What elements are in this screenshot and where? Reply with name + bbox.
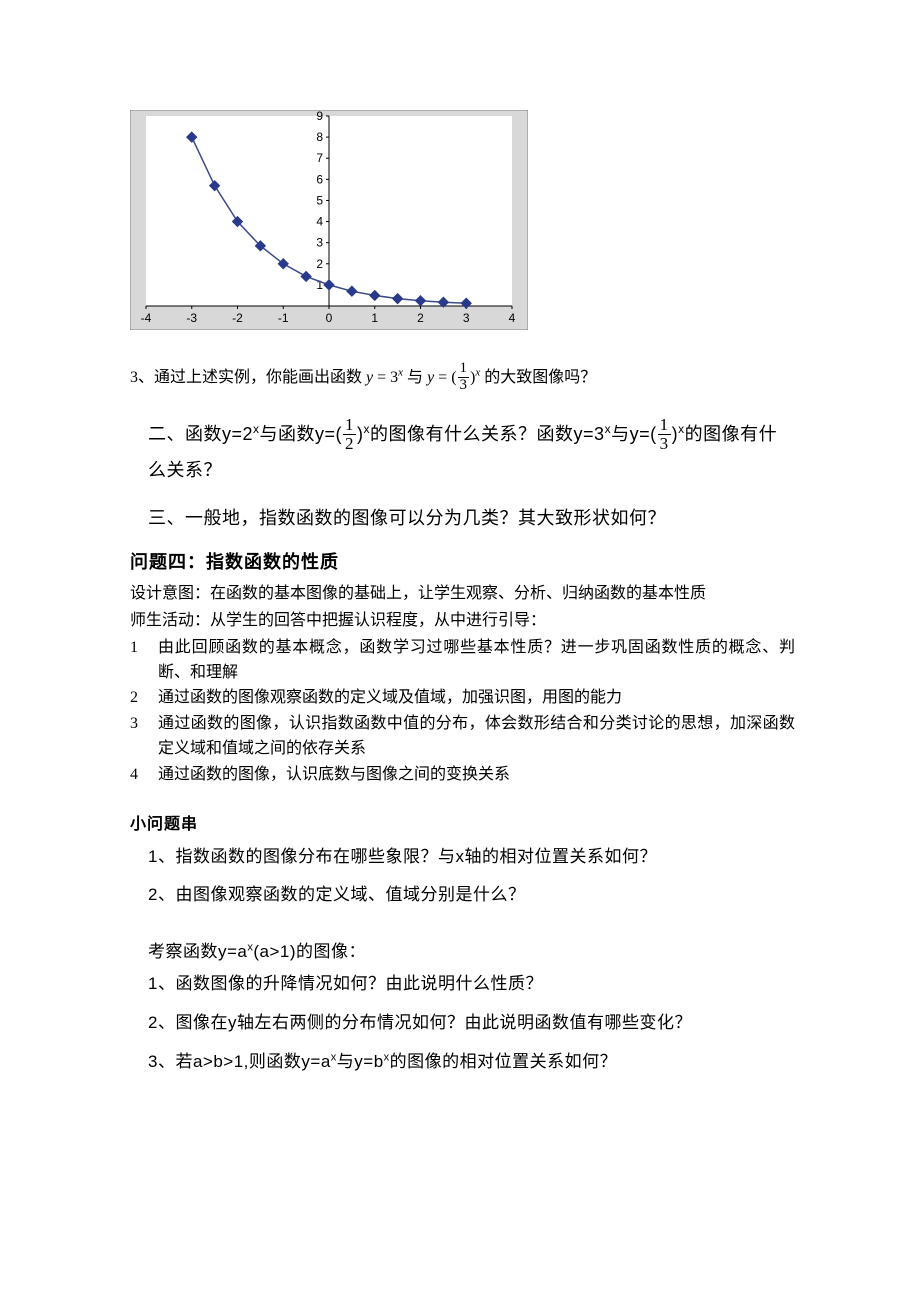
ex-p1: 考察函数y=a bbox=[148, 942, 247, 961]
question-4-title: 问题四：指数函数的性质 bbox=[130, 548, 795, 574]
list-idx: 4 bbox=[130, 763, 158, 788]
q3-eq2: = ( bbox=[434, 369, 456, 386]
examine-line: 考察函数y=ax(a>1)的图像： bbox=[148, 937, 795, 968]
list-idx: 3 bbox=[130, 712, 158, 737]
q3-fraction: 13 bbox=[457, 361, 471, 394]
q3-text: 3、通过上述实例，你能画出函数 bbox=[130, 369, 366, 386]
svg-text:7: 7 bbox=[316, 151, 323, 165]
chart-container: 123456789-4-3-2-101234 bbox=[130, 110, 795, 335]
list-item: 4通过函数的图像，认识底数与图像之间的变换关系 bbox=[130, 763, 795, 788]
list-idx: 1 bbox=[130, 636, 158, 661]
q3-eq1: = 3 bbox=[373, 369, 398, 386]
s2-frac1: 12 bbox=[342, 416, 357, 453]
design-intent: 设计意图：在函数的基本图像的基础上，让学生观察、分析、归纳函数的基本性质 bbox=[130, 582, 795, 607]
teacher-activity: 师生活动：从学生的回答中把握认识程度，从中进行引导： bbox=[130, 609, 795, 634]
frac-den: 3 bbox=[458, 378, 470, 394]
svg-text:-2: -2 bbox=[232, 311, 243, 325]
svg-text:5: 5 bbox=[316, 193, 323, 207]
svg-text:4: 4 bbox=[509, 311, 516, 325]
sub-q2: 2、由图像观察函数的定义域、值域分别是什么？ bbox=[148, 880, 795, 911]
list-item: 3通过函数的图像，认识指数函数中值的分布，体会数形结合和分类讨论的思想，加深函数… bbox=[130, 712, 795, 762]
svg-text:-1: -1 bbox=[278, 311, 289, 325]
list-text: 通过函数的图像观察函数的定义域及值域，加强识图，用图的能力 bbox=[158, 686, 795, 711]
ex-p2: (a>1)的图像： bbox=[253, 942, 366, 961]
cq3-p3: 的图像的相对位置关系如何？ bbox=[390, 1052, 618, 1071]
exponential-decay-chart: 123456789-4-3-2-101234 bbox=[130, 110, 528, 330]
svg-text:4: 4 bbox=[316, 215, 323, 229]
cq3-p1: 3、若a>b>1,则函数y=a bbox=[148, 1052, 331, 1071]
svg-text:-3: -3 bbox=[186, 311, 197, 325]
s2-d1: 2 bbox=[343, 435, 356, 453]
q3-suffix: 的大致图像吗？ bbox=[480, 369, 596, 386]
list-text: 通过函数的图像，认识指数函数中值的分布，体会数形结合和分类讨论的思想，加深函数定… bbox=[158, 712, 795, 762]
svg-text:3: 3 bbox=[463, 311, 470, 325]
case-q3: 3、若a>b>1,则函数y=ax与y=bx的图像的相对位置关系如何？ bbox=[148, 1047, 795, 1078]
svg-text:8: 8 bbox=[316, 130, 323, 144]
svg-text:9: 9 bbox=[316, 110, 323, 123]
svg-text:0: 0 bbox=[326, 311, 333, 325]
question-3: 3、通过上述实例，你能画出函数 y = 3x 与 y = (13)x 的大致图像… bbox=[130, 360, 795, 395]
sub-question-title: 小问题串 bbox=[130, 810, 795, 834]
list-idx: 2 bbox=[130, 686, 158, 711]
frac-num: 1 bbox=[458, 361, 470, 378]
s2-n2: 1 bbox=[658, 416, 671, 435]
svg-text:3: 3 bbox=[316, 236, 323, 250]
list-text: 由此回顾函数的基本概念，函数学习过哪些基本性质？进一步巩固函数性质的概念、判断、… bbox=[158, 636, 795, 686]
s2-d2: 3 bbox=[658, 435, 671, 453]
s2-frac2: 13 bbox=[657, 416, 672, 453]
list-item: 2通过函数的图像观察函数的定义域及值域，加强识图，用图的能力 bbox=[130, 686, 795, 711]
q3-mid: 与 bbox=[403, 369, 427, 386]
s2-p1: 二、函数y=2 bbox=[148, 424, 253, 444]
case-q1: 1、函数图像的升降情况如何？由此说明什么性质？ bbox=[148, 969, 795, 1000]
list-item: 1由此回顾函数的基本概念，函数学习过哪些基本性质？进一步巩固函数性质的概念、判断… bbox=[130, 636, 795, 686]
s2-p4: 的图像有什么关系？函数y=3 bbox=[370, 424, 605, 444]
s2-n1: 1 bbox=[343, 416, 356, 435]
svg-text:1: 1 bbox=[371, 311, 378, 325]
sub-q1: 1、指数函数的图像分布在哪些象限？与x轴的相对位置关系如何？ bbox=[148, 842, 795, 873]
svg-text:2: 2 bbox=[316, 257, 323, 271]
s2-p5: 与y=( bbox=[611, 424, 657, 444]
numbered-list: 1由此回顾函数的基本概念，函数学习过哪些基本性质？进一步巩固函数性质的概念、判断… bbox=[130, 636, 795, 788]
case-q2: 2、图像在y轴左右两侧的分布情况如何？由此说明函数值有哪些变化？ bbox=[148, 1008, 795, 1039]
list-text: 通过函数的图像，认识底数与图像之间的变换关系 bbox=[158, 763, 795, 788]
svg-text:6: 6 bbox=[316, 172, 323, 186]
svg-text:2: 2 bbox=[417, 311, 424, 325]
s2-p2: 与函数y=( bbox=[260, 424, 343, 444]
section-2: 二、函数y=2x与函数y=(12)x的图像有什么关系？函数y=3x与y=(13)… bbox=[148, 417, 795, 486]
section-3: 三、一般地，指数函数的图像可以分为几类？其大致形状如何？ bbox=[148, 504, 795, 530]
svg-text:-4: -4 bbox=[141, 311, 152, 325]
cq3-p2: 与y=b bbox=[337, 1052, 384, 1071]
